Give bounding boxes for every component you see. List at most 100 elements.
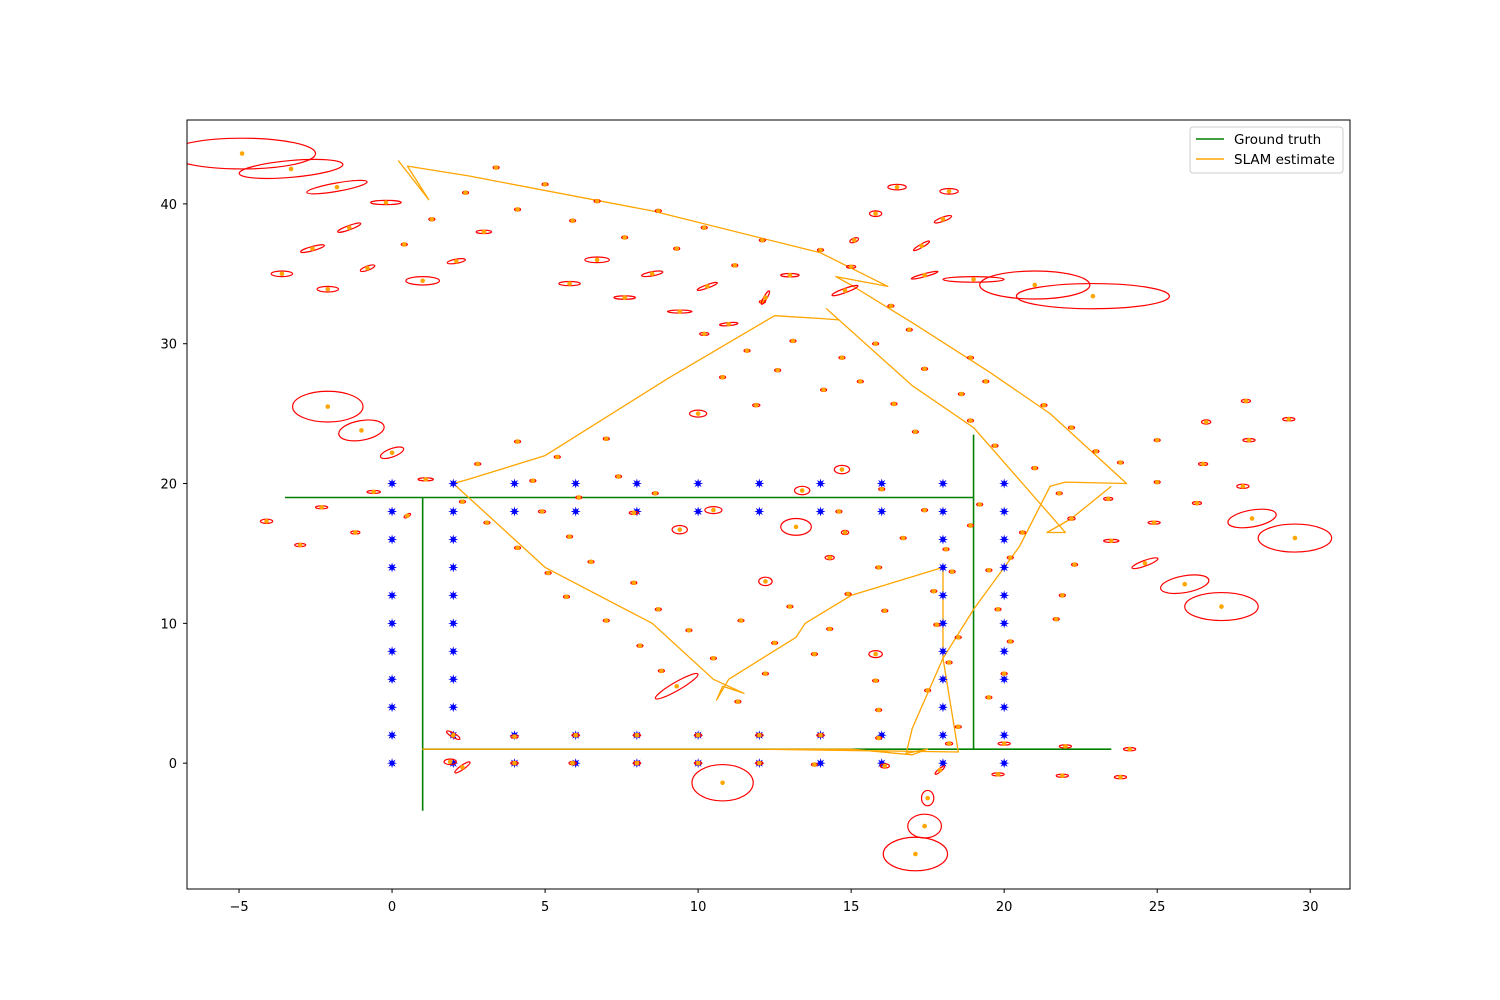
uncertainty-ellipse bbox=[1184, 591, 1259, 622]
estimated-landmark bbox=[879, 763, 890, 769]
estimated-landmark-marker bbox=[799, 488, 805, 493]
uncertainty-ellipse bbox=[1015, 282, 1171, 310]
estimated-landmark-marker bbox=[423, 477, 429, 482]
estimated-landmark-marker bbox=[515, 545, 520, 551]
estimated-landmark-marker bbox=[1249, 516, 1255, 521]
estimated-landmark-marker bbox=[460, 765, 465, 770]
estimated-landmark-marker bbox=[925, 688, 930, 693]
estimated-landmark-marker bbox=[405, 513, 410, 518]
estimated-landmark bbox=[454, 761, 471, 774]
estimated-landmark-marker bbox=[239, 151, 245, 156]
estimated-landmark-marker bbox=[576, 495, 582, 500]
y-tick-label: 40 bbox=[160, 198, 177, 213]
estimated-landmark-marker bbox=[674, 246, 679, 251]
estimated-landmark-marker bbox=[512, 734, 517, 739]
estimated-landmark-marker bbox=[631, 580, 637, 586]
uncertainty-ellipse bbox=[443, 758, 457, 766]
y-tick-label: 0 bbox=[169, 757, 177, 772]
true-landmark-marker bbox=[631, 478, 642, 489]
estimated-landmark bbox=[1191, 500, 1203, 506]
estimated-landmark bbox=[1015, 282, 1171, 310]
estimated-landmark bbox=[755, 760, 764, 766]
uncertainty-ellipse bbox=[979, 270, 1091, 300]
estimated-landmark bbox=[789, 338, 797, 344]
estimated-landmark bbox=[899, 535, 907, 541]
estimated-landmark bbox=[654, 672, 699, 700]
estimated-landmark-marker bbox=[475, 461, 481, 467]
estimated-landmark-marker bbox=[460, 499, 465, 505]
uncertainty-ellipse bbox=[338, 419, 385, 442]
estimated-landmark bbox=[300, 244, 325, 253]
estimated-landmark-marker bbox=[946, 189, 952, 194]
estimated-landmark bbox=[379, 446, 405, 460]
estimated-landmark-marker bbox=[1032, 465, 1038, 471]
estimated-landmark-marker bbox=[873, 341, 878, 347]
estimated-landmark-marker bbox=[744, 348, 750, 354]
estimated-landmark bbox=[734, 699, 742, 704]
true-landmark-marker bbox=[387, 506, 398, 517]
estimated-landmark bbox=[693, 760, 703, 766]
estimated-landmark bbox=[1006, 639, 1014, 644]
estimated-landmark-marker bbox=[484, 520, 490, 525]
estimated-landmark-marker bbox=[977, 502, 982, 507]
estimated-landmark-marker bbox=[594, 198, 600, 204]
estimated-landmark bbox=[1116, 460, 1125, 465]
estimated-landmark bbox=[1058, 593, 1066, 598]
estimated-landmark bbox=[816, 247, 825, 253]
true-landmark-marker bbox=[999, 506, 1010, 517]
uncertainty-ellipse bbox=[405, 275, 441, 286]
estimated-landmark bbox=[428, 216, 436, 222]
estimated-landmark-marker bbox=[995, 607, 1001, 612]
estimated-landmark bbox=[443, 758, 457, 766]
true-landmark-marker bbox=[999, 618, 1010, 629]
estimated-landmark bbox=[417, 477, 434, 482]
estimated-landmark bbox=[966, 355, 975, 360]
estimated-landmark bbox=[403, 512, 412, 519]
true-landmark-marker bbox=[693, 506, 704, 517]
estimated-landmark-marker bbox=[922, 507, 927, 513]
estimated-landmark-marker bbox=[1200, 461, 1206, 467]
estimated-landmark-marker bbox=[1142, 560, 1148, 566]
estimated-landmark-marker bbox=[763, 671, 768, 676]
estimated-landmark-marker bbox=[319, 504, 324, 510]
true-landmark-marker bbox=[999, 674, 1010, 685]
estimated-landmark bbox=[613, 295, 636, 300]
estimated-landmark bbox=[1200, 419, 1212, 425]
estimated-landmark bbox=[696, 281, 718, 291]
uncertainty-ellipse bbox=[654, 672, 699, 700]
estimated-landmark bbox=[780, 272, 800, 278]
true-landmark-marker bbox=[509, 478, 520, 489]
estimated-landmark-marker bbox=[588, 559, 594, 565]
uncertainty-ellipse bbox=[920, 789, 935, 807]
true-landmark-marker bbox=[448, 534, 459, 545]
true-landmark-marker bbox=[448, 646, 459, 657]
x-tick-label: 0 bbox=[388, 900, 396, 915]
estimated-landmark bbox=[997, 741, 1011, 746]
true-landmark-marker bbox=[999, 646, 1010, 657]
estimated-landmark bbox=[1257, 523, 1333, 553]
estimated-landmark bbox=[654, 208, 662, 214]
estimated-landmark bbox=[259, 518, 274, 524]
estimated-landmark-marker bbox=[775, 367, 780, 373]
estimated-landmark-marker bbox=[1060, 593, 1065, 598]
estimated-landmark-marker bbox=[622, 295, 627, 300]
estimated-landmark-marker bbox=[1154, 437, 1160, 443]
estimated-landmark bbox=[954, 635, 962, 640]
estimated-landmark bbox=[1055, 491, 1063, 496]
estimated-landmark-marker bbox=[842, 288, 848, 293]
estimated-landmark bbox=[875, 735, 883, 741]
estimated-landmark bbox=[537, 509, 547, 514]
estimated-landmark-marker bbox=[732, 263, 738, 268]
estimated-landmark bbox=[294, 542, 307, 548]
estimated-landmark-marker bbox=[634, 760, 640, 766]
estimated-landmark-marker bbox=[564, 594, 569, 600]
estimated-landmark-marker bbox=[937, 767, 943, 773]
estimated-landmark-marker bbox=[1127, 746, 1132, 752]
estimated-landmark-marker bbox=[567, 281, 572, 286]
estimated-landmark-marker bbox=[447, 759, 453, 765]
estimated-landmark-marker bbox=[763, 579, 768, 584]
estimated-landmark bbox=[887, 183, 907, 191]
estimated-landmark bbox=[632, 732, 642, 738]
estimated-landmark-marker bbox=[1093, 449, 1099, 454]
estimated-landmark-marker bbox=[695, 732, 701, 738]
